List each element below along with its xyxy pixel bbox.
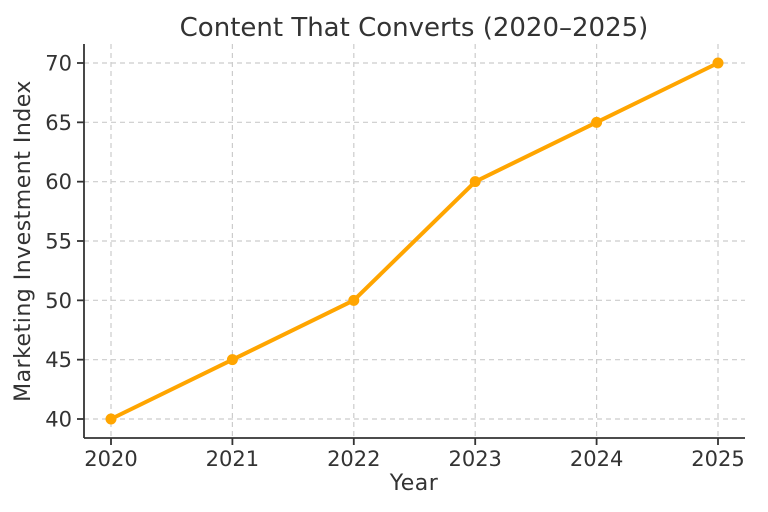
data-series xyxy=(105,57,724,425)
data-point-2023 xyxy=(469,176,481,188)
y-tick-label: 50 xyxy=(45,289,72,313)
data-point-2020 xyxy=(105,413,117,425)
x-tick-label: 2023 xyxy=(448,447,501,471)
series-line xyxy=(109,61,720,421)
gridlines xyxy=(84,44,745,438)
x-tick-label: 2025 xyxy=(691,447,744,471)
data-point-2021 xyxy=(226,354,238,366)
y-tick-label: 45 xyxy=(45,348,72,372)
data-point-2022 xyxy=(348,294,360,306)
x-tick-label: 2024 xyxy=(570,447,623,471)
axes xyxy=(77,44,745,445)
data-point-2024 xyxy=(591,116,603,128)
y-tick-label: 70 xyxy=(45,52,72,76)
data-point-2025 xyxy=(712,57,724,69)
x-tick-label: 2022 xyxy=(327,447,380,471)
chart-title: Content That Converts (2020–2025) xyxy=(180,13,649,43)
tick-labels: 2020 2021 2022 2023 2024 2025 40 45 50 55 60 65 70 xyxy=(45,52,744,472)
y-tick-label: 55 xyxy=(45,230,72,254)
x-tick-label: 2020 xyxy=(84,447,137,471)
y-tick-label: 60 xyxy=(45,170,72,194)
y-axis-label: Marketing Investment Index xyxy=(11,80,36,402)
x-tick-label: 2021 xyxy=(206,447,259,471)
y-tick-label: 65 xyxy=(45,111,72,135)
y-tick-label: 40 xyxy=(45,408,72,432)
x-axis-label: Year xyxy=(389,471,439,496)
